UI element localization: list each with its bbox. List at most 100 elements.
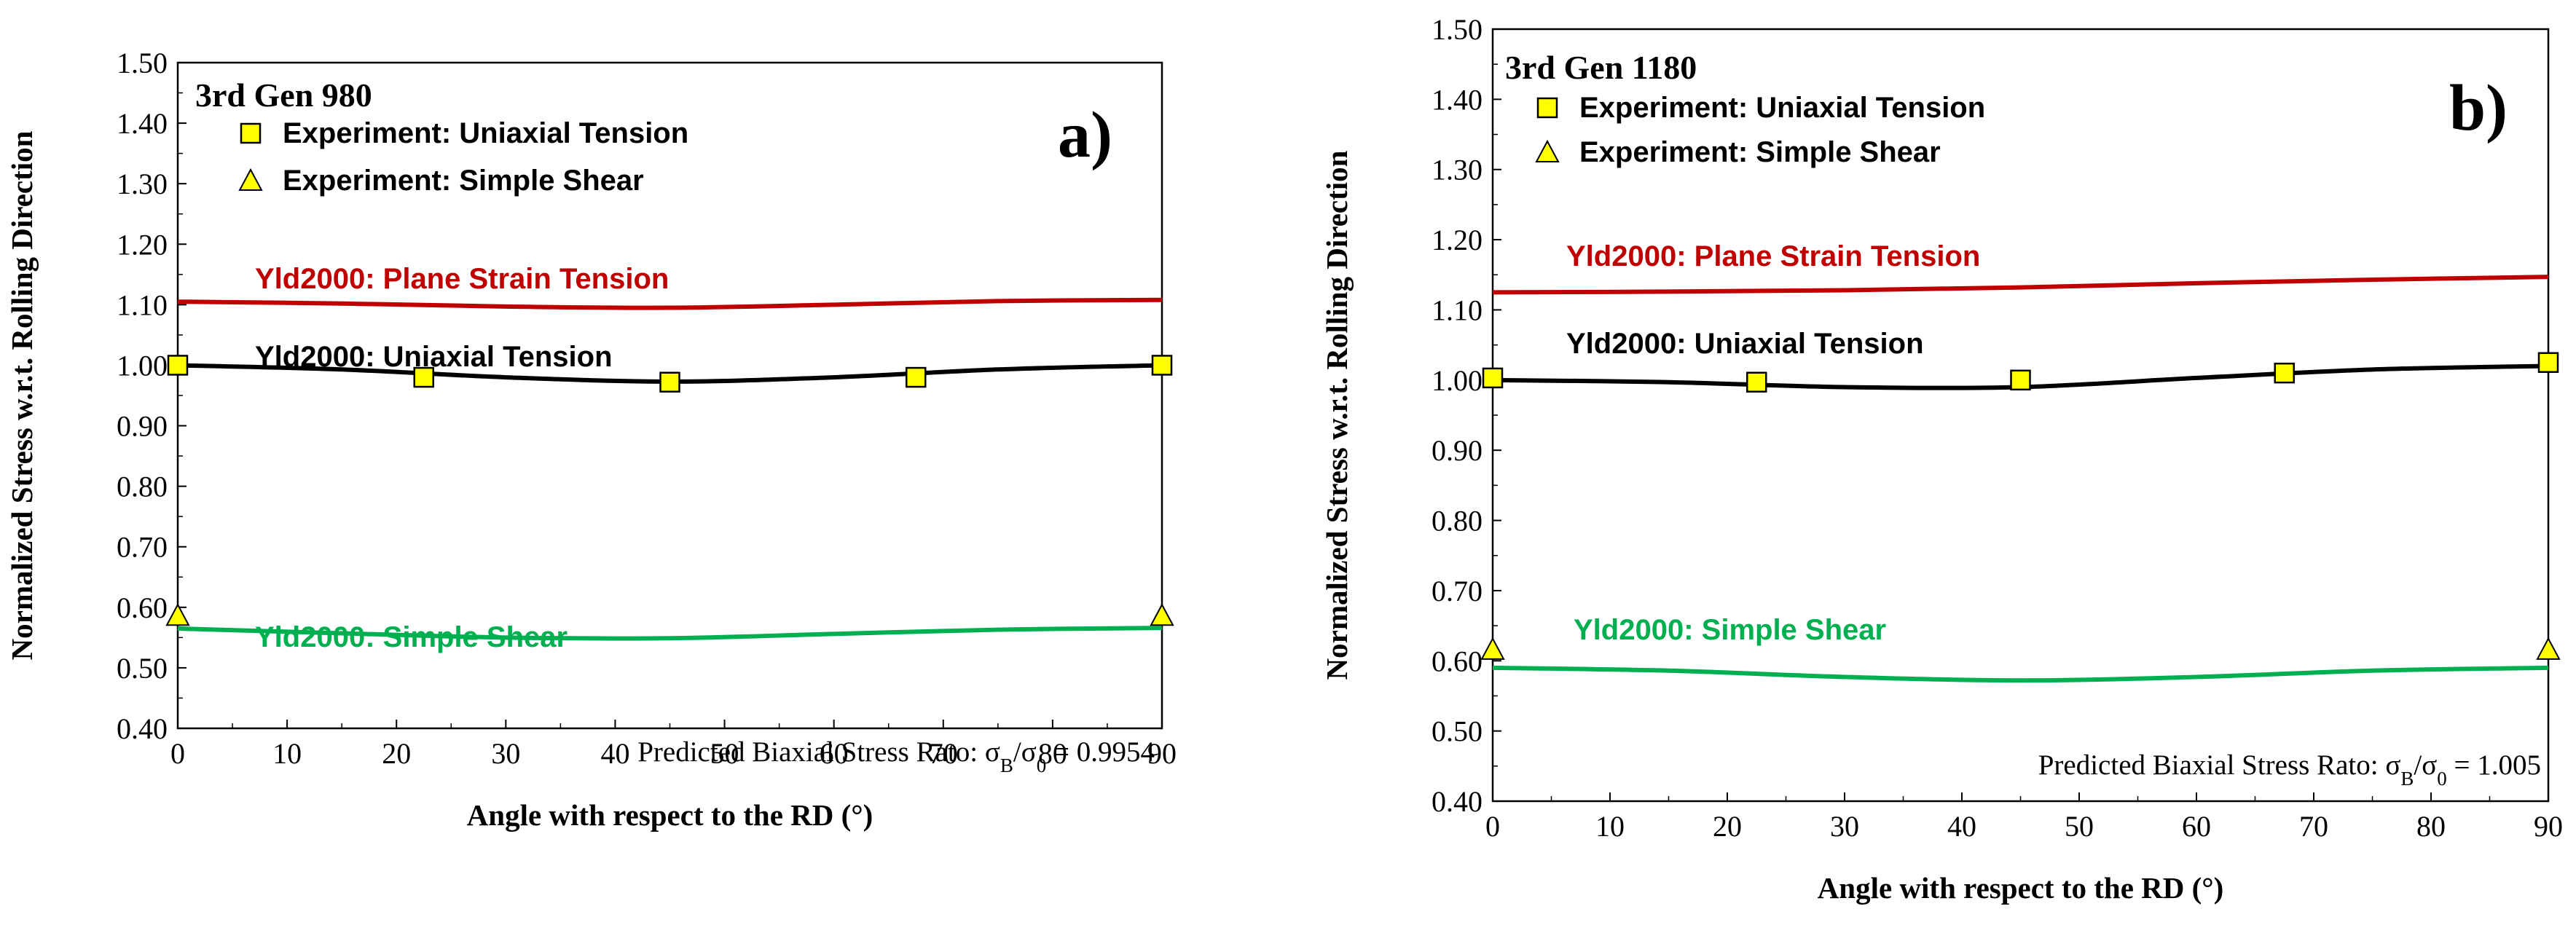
y-tick-label: 0.50 — [1432, 715, 1483, 748]
x-tick-label: 70 — [2299, 810, 2328, 843]
y-tick-label: 1.50 — [117, 47, 168, 79]
data-point-shear — [2536, 637, 2561, 660]
y-tick-label: 1.20 — [1432, 224, 1483, 256]
y-tick-label: 1.40 — [1432, 83, 1483, 116]
y-tick-label: 0.90 — [1432, 434, 1483, 467]
x-tick-label: 80 — [1038, 737, 1067, 770]
series-label-shear: Yld2000: Simple Shear — [255, 621, 568, 653]
data-point-shear — [1150, 603, 1174, 626]
data-point-uniaxial — [2274, 362, 2295, 384]
panel-letter: a) — [1058, 99, 1112, 171]
x-axis-title: Angle with respect to the RD (°) — [1818, 871, 2224, 905]
data-point-uniaxial — [167, 355, 189, 376]
data-point-uniaxial — [2537, 352, 2559, 373]
annotation-sub-0: 0 — [1037, 755, 1047, 776]
series-line-plane-strain — [177, 297, 1163, 310]
legend-label-uniaxial: Experiment: Uniaxial Tension — [1579, 92, 1985, 124]
panel-letter: b) — [2449, 72, 2508, 144]
series-line-shear — [1492, 665, 2549, 683]
annotation-sigma: σ — [1021, 736, 1037, 768]
y-tick-label: 0.40 — [117, 712, 168, 745]
annotation-slash: / — [1013, 736, 1021, 768]
annotation-sub-b: B — [1000, 755, 1013, 776]
annotation-prefix: Predicted Biaxial Stress Rato: — [637, 736, 985, 768]
annotation-slash: / — [2414, 749, 2422, 781]
data-point-uniaxial — [1482, 367, 1504, 389]
x-tick-label: 10 — [1595, 810, 1625, 843]
y-tick-label: 1.10 — [117, 288, 168, 321]
annotation-sigma: σ — [2422, 749, 2437, 781]
y-tick-label: 1.00 — [117, 349, 168, 382]
panel-title: 3rd Gen 1180 — [1505, 49, 1697, 86]
y-tick-label: 0.60 — [117, 591, 168, 624]
legend-label-uniaxial: Experiment: Uniaxial Tension — [283, 117, 688, 149]
y-axis-title: Normalized Stress w.r.t. Rolling Directi… — [1320, 150, 1354, 680]
x-tick-label: 20 — [1713, 810, 1742, 843]
y-tick-label: 1.50 — [1432, 13, 1483, 46]
annotation-value: = 0.9954 — [1046, 736, 1155, 768]
y-tick-label: 0.50 — [117, 652, 168, 685]
x-tick-label: 80 — [2416, 810, 2446, 843]
annotation-prefix: Predicted Biaxial Stress Rato: — [2038, 749, 2386, 781]
data-point-shear — [165, 603, 190, 626]
biaxial-ratio-annotation: Predicted Biaxial Stress Rato: σB/σ0 = 0… — [637, 736, 1155, 776]
x-tick-label: 0 — [170, 737, 185, 770]
x-tick-label: 40 — [600, 737, 629, 770]
data-point-shear — [1480, 637, 1505, 660]
y-tick-label: 0.90 — [117, 410, 168, 443]
annotation-sigma: σ — [985, 736, 1000, 768]
data-point-uniaxial — [1151, 355, 1173, 376]
chart-panel-b: 0.40 0.50 0.60 0.70 0.80 0.90 1.00 1.10 1.20 1.30… — [1320, 13, 2563, 905]
y-tick-label: 1.10 — [1432, 294, 1483, 326]
legend-square-marker — [1536, 97, 1558, 119]
annotation-sub-b: B — [2400, 768, 2414, 790]
x-tick-label: 30 — [491, 737, 520, 770]
biaxial-ratio-annotation: Predicted Biaxial Stress Rato: σB/σ0 = 1… — [2038, 749, 2541, 790]
x-tick-label: 10 — [272, 737, 302, 770]
y-tick-label: 1.30 — [1432, 154, 1483, 186]
annotation-sub-0: 0 — [2437, 768, 2447, 790]
annotation-sigma: σ — [2385, 749, 2400, 781]
panel-title: 3rd Gen 980 — [195, 76, 372, 114]
legend-triangle-marker — [1535, 139, 1560, 162]
data-point-uniaxial — [2010, 369, 2031, 391]
y-tick-label: 0.80 — [117, 471, 168, 503]
x-tick-label: 60 — [2182, 810, 2211, 843]
x-tick-label: 20 — [382, 737, 411, 770]
x-tick-label: 50 — [710, 737, 739, 770]
y-tick-label: 1.00 — [1432, 364, 1483, 397]
data-point-uniaxial — [659, 371, 680, 393]
y-tick-label: 0.60 — [1432, 645, 1483, 677]
data-point-uniaxial — [906, 366, 927, 388]
legend-label-shear: Experiment: Simple Shear — [1579, 136, 1941, 168]
series-label-plane-strain: Yld2000: Plane Strain Tension — [1566, 240, 1980, 272]
chart-panel-a: 0.40 0.50 0.60 0.70 0.80 0.90 1.00 1.10 1.20 1.30… — [5, 47, 1177, 832]
x-axis-title: Angle with respect to the RD (°) — [467, 798, 873, 832]
series-line-shear — [177, 626, 1163, 641]
legend-square-marker — [240, 122, 262, 144]
series-label-uniaxial: Yld2000: Uniaxial Tension — [1566, 328, 1924, 360]
series-label-shear: Yld2000: Simple Shear — [1574, 614, 1886, 646]
y-axis-title: Normalized Stress w.r.t. Rolling Directi… — [5, 130, 39, 660]
x-tick-label: 90 — [2534, 810, 2563, 843]
legend-triangle-marker — [238, 168, 263, 191]
y-tick-label: 1.40 — [117, 107, 168, 140]
y-tick-label: 0.70 — [117, 531, 168, 564]
annotation-value: = 1.005 — [2447, 749, 2541, 781]
y-tick-label: 0.80 — [1432, 505, 1483, 538]
x-tick-label: 50 — [2065, 810, 2094, 843]
x-tick-label: 40 — [1947, 810, 1976, 843]
series-label-plane-strain: Yld2000: Plane Strain Tension — [255, 263, 669, 295]
x-tick-label: 0 — [1485, 810, 1500, 843]
series-line-plane-strain — [1492, 275, 2549, 295]
series-label-uniaxial: Yld2000: Uniaxial Tension — [255, 341, 613, 373]
legend-label-shear: Experiment: Simple Shear — [283, 165, 644, 197]
x-tick-label: 30 — [1830, 810, 1859, 843]
y-tick-label: 0.40 — [1432, 785, 1483, 818]
x-tick-label: 70 — [929, 737, 958, 770]
data-point-uniaxial — [1746, 371, 1767, 393]
y-tick-label: 1.20 — [117, 228, 168, 261]
y-tick-label: 0.70 — [1432, 575, 1483, 607]
x-tick-label: 90 — [1147, 737, 1177, 770]
